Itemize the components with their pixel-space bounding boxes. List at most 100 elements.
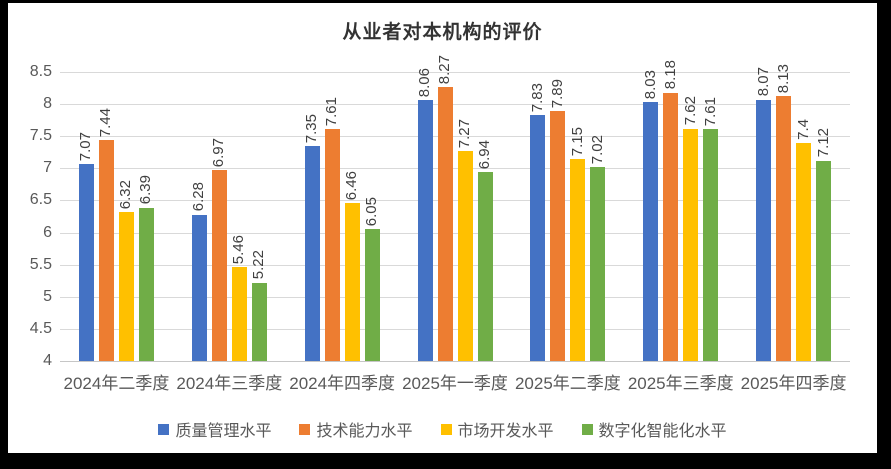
chart-title: 从业者对本机构的评价 (342, 22, 543, 43)
bar-cell: 6.28 (190, 72, 208, 361)
bar-value-label: 7.89 (548, 79, 566, 109)
bar-value-label: 7.27 (456, 118, 473, 148)
bar-cell: 6.32 (117, 72, 135, 361)
legend-label: 技术能力水平 (316, 423, 413, 440)
bar (118, 212, 134, 361)
bar-groups: 7.07 7.44 6.32 6.39 6.28 6.97 5.46 5.22 7.35 7.61… (60, 55, 850, 361)
y-tick-label: 6 (43, 223, 52, 241)
y-tick-label: 6.5 (29, 191, 52, 209)
x-axis-label: 2025年三季度 (627, 374, 734, 393)
bar-value-label: 7.83 (528, 82, 546, 112)
bar-cell: 8.03 (641, 70, 659, 361)
bar-value-label: 8.06 (416, 68, 433, 98)
bar-value-label: 7.4 (794, 118, 812, 140)
bar-cell: 7.62 (682, 72, 699, 361)
bar (98, 140, 114, 361)
legend-label: 数字化智能化水平 (598, 423, 727, 440)
bar (251, 282, 267, 361)
gridline (60, 328, 850, 330)
legend-label: 质量管理水平 (175, 423, 272, 440)
y-tick-label: 4 (43, 352, 52, 369)
bar (703, 129, 719, 361)
bar-value-label: 8.07 (754, 67, 772, 97)
bar-cell: 7.15 (568, 72, 586, 361)
bar-cell: 7.12 (814, 72, 832, 361)
bar-cell: 5.22 (250, 72, 268, 361)
bar-value-label: 8.27 (436, 54, 453, 84)
bar-group: 6.28 6.97 5.46 5.22 (173, 72, 286, 361)
x-axis: 2024年二季度 2024年三季度 2024年四季度 2025年一季度 2025年二季度… (60, 369, 850, 394)
bar-value-label: 5.22 (250, 250, 268, 280)
bar (211, 170, 227, 361)
y-tick-label: 7 (43, 159, 52, 177)
bar-value-label: 7.35 (303, 113, 321, 143)
legend-item: 数字化智能化水平 (581, 417, 727, 441)
bar-cell: 6.46 (343, 72, 361, 361)
bar-group: 7.35 7.61 6.46 6.05 (286, 72, 399, 361)
gridline (60, 168, 850, 170)
bar (590, 167, 606, 361)
bar (643, 102, 659, 361)
bar (78, 163, 94, 361)
y-axis: 4 4.5 5 5.5 6 6.5 7 7.5 8 8.5 (8, 63, 52, 369)
bar-value-label: 6.05 (363, 197, 381, 227)
bar (231, 267, 247, 361)
bar-cell: 7.83 (528, 72, 546, 361)
bar-cell: 6.97 (210, 72, 227, 361)
bar (683, 128, 699, 361)
bar (191, 214, 207, 361)
bar-value-label: 6.28 (190, 182, 208, 212)
bar-cell: 7.4 (794, 72, 812, 361)
legend-swatch-icon (581, 423, 593, 435)
bar-value-label: 5.46 (230, 235, 248, 265)
bar (477, 172, 493, 361)
bar-cell: 6.39 (137, 72, 154, 361)
bar-cell: 7.61 (323, 72, 341, 361)
bar-cell: 8.06 (416, 68, 433, 361)
bar (816, 160, 832, 361)
bar-value-label: 8.03 (641, 70, 659, 100)
bar-cell: 7.02 (589, 72, 606, 361)
bar (344, 203, 360, 361)
bar-group: 7.83 7.89 7.15 7.02 (511, 72, 624, 361)
bar-value-label: 7.15 (568, 126, 586, 156)
gridline (60, 296, 850, 298)
bar-group: 7.07 7.44 6.32 6.39 (60, 72, 173, 361)
bar-cell: 7.27 (456, 72, 473, 361)
legend-swatch-icon (440, 423, 452, 435)
legend-label: 市场开发水平 (457, 423, 554, 440)
x-axis-label: 2024年四季度 (289, 374, 396, 393)
chart-card: 从业者对本机构的评价 4 4.5 5 5.5 6 6.5 7 7.5 8 8.5 7.07 7.44… (8, 3, 877, 453)
bar-group: 8.06 8.27 7.27 6.94 (399, 55, 512, 361)
bar-value-label: 7.12 (814, 128, 832, 158)
bar-cell: 7.89 (548, 72, 566, 361)
x-axis-label: 2025年一季度 (402, 374, 508, 393)
bar-value-label: 6.46 (343, 170, 361, 200)
bar-cell: 8.13 (775, 64, 792, 361)
x-axis-label: 2025年二季度 (514, 374, 621, 393)
y-tick-label: 7.5 (29, 127, 52, 145)
bar-cell: 7.44 (97, 72, 114, 361)
bar (550, 111, 566, 361)
x-axis-label: 2024年三季度 (176, 374, 283, 393)
bar-value-label: 7.61 (323, 97, 341, 127)
bar-value-label: 6.94 (476, 140, 493, 170)
bar (437, 86, 453, 361)
legend-item: 技术能力水平 (299, 417, 413, 441)
bar (796, 142, 812, 361)
bar (570, 158, 586, 361)
gridline (60, 232, 850, 234)
gridline (60, 264, 850, 266)
bar-value-label: 8.18 (661, 60, 679, 90)
y-tick-label: 8.5 (29, 63, 52, 80)
x-axis-label: 2024年二季度 (63, 374, 170, 393)
bar-group: 8.03 8.18 7.62 7.61 (624, 60, 737, 361)
bar-cell: 6.94 (476, 72, 493, 361)
y-tick-label: 4.5 (29, 319, 52, 337)
bar-cell: 5.46 (230, 72, 248, 361)
bar-cell: 8.27 (436, 55, 453, 361)
bar-value-label: 6.32 (117, 179, 135, 209)
bar-cell: 8.07 (755, 67, 772, 361)
y-tick-label: 8 (43, 95, 52, 113)
bar (776, 95, 792, 361)
